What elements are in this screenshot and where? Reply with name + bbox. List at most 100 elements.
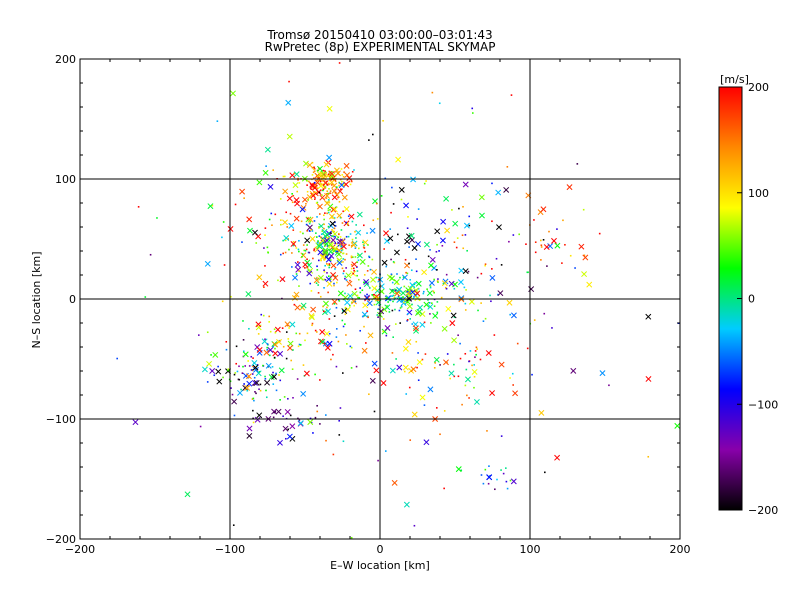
data-point-dot bbox=[322, 183, 324, 186]
data-point-dot bbox=[292, 349, 294, 351]
data-point-dot bbox=[366, 232, 368, 234]
data-point-dot bbox=[393, 290, 395, 292]
data-point-dot bbox=[329, 190, 332, 192]
data-point-dot bbox=[275, 389, 278, 392]
data-point-dot bbox=[289, 212, 292, 215]
data-point-dot bbox=[268, 218, 271, 221]
data-point-dot bbox=[342, 440, 345, 443]
data-point-x bbox=[292, 182, 299, 189]
data-point-dot bbox=[260, 313, 263, 316]
data-point-dot bbox=[525, 243, 527, 245]
data-point-x bbox=[330, 237, 337, 244]
data-point-dot bbox=[328, 332, 331, 335]
data-point-dot bbox=[271, 365, 274, 368]
data-point-dot bbox=[298, 239, 300, 242]
data-point-dot bbox=[430, 302, 433, 304]
data-point-x bbox=[506, 299, 513, 306]
data-point-dot bbox=[285, 437, 287, 440]
data-point-x bbox=[451, 337, 458, 344]
data-point-dot bbox=[496, 478, 498, 481]
data-point-dot bbox=[334, 225, 337, 227]
data-point-dot bbox=[234, 372, 237, 374]
data-point-dot bbox=[505, 467, 507, 469]
data-point-dot bbox=[210, 354, 212, 356]
data-point-dot bbox=[312, 171, 315, 174]
data-point-x bbox=[351, 298, 357, 305]
data-point-dot bbox=[339, 178, 342, 181]
data-point-dot bbox=[315, 232, 317, 234]
data-point-dot bbox=[306, 266, 308, 269]
data-point-dot bbox=[262, 364, 264, 367]
data-point-dot bbox=[471, 107, 474, 110]
data-point-dot bbox=[318, 244, 321, 246]
data-point-dot bbox=[386, 297, 388, 299]
data-point-dot bbox=[223, 264, 226, 266]
data-point-dot bbox=[511, 372, 514, 375]
data-point-dot bbox=[392, 261, 395, 263]
data-point-dot bbox=[301, 253, 304, 255]
data-point-x bbox=[393, 249, 400, 256]
data-point-dot bbox=[424, 353, 427, 355]
data-point-x bbox=[413, 327, 419, 334]
data-point-x bbox=[528, 286, 535, 293]
data-point-dot bbox=[227, 369, 229, 372]
data-point-dot bbox=[500, 264, 503, 266]
data-point-dot bbox=[363, 244, 365, 247]
data-point-dot bbox=[491, 268, 493, 270]
data-point-dot bbox=[284, 251, 287, 254]
data-point-x bbox=[265, 362, 272, 369]
data-point-dot bbox=[509, 377, 511, 379]
data-point-dot bbox=[291, 201, 294, 204]
data-point-dot bbox=[396, 273, 398, 275]
data-point-x bbox=[396, 286, 403, 293]
data-point-dot bbox=[323, 223, 325, 226]
data-point-dot bbox=[323, 242, 326, 245]
data-point-dot bbox=[282, 175, 285, 178]
data-point-dot bbox=[327, 173, 330, 176]
data-point-dot bbox=[250, 355, 253, 358]
data-point-dot bbox=[415, 258, 417, 260]
data-point-dot bbox=[341, 248, 344, 251]
data-point-dot bbox=[323, 227, 325, 230]
data-point-dot bbox=[302, 364, 305, 366]
data-point-x bbox=[363, 279, 370, 285]
data-point-dot bbox=[354, 256, 357, 258]
data-point-dot bbox=[349, 183, 352, 186]
data-point-dot bbox=[274, 347, 276, 350]
data-point-dot bbox=[551, 327, 553, 329]
data-point-dot bbox=[301, 255, 303, 258]
data-point-x bbox=[277, 350, 284, 357]
data-point-dot bbox=[494, 488, 496, 491]
data-point-x bbox=[324, 344, 331, 351]
data-point-dot bbox=[252, 384, 255, 386]
data-point-dot bbox=[474, 350, 477, 352]
data-point-x bbox=[410, 366, 417, 373]
data-point-x bbox=[462, 268, 469, 275]
data-point-x bbox=[346, 175, 353, 182]
data-point-dot bbox=[273, 328, 276, 331]
data-point-dot bbox=[309, 417, 312, 420]
data-point-dot bbox=[348, 180, 351, 183]
data-point-dot bbox=[335, 242, 338, 245]
data-point-dot bbox=[362, 241, 364, 244]
data-point-dot bbox=[286, 324, 289, 327]
data-point-dot bbox=[440, 296, 443, 299]
data-point-dot bbox=[217, 365, 219, 368]
data-point-dot bbox=[608, 384, 610, 387]
data-point-dot bbox=[356, 270, 359, 272]
data-point-dot bbox=[437, 281, 439, 284]
data-point-dot bbox=[334, 250, 337, 253]
data-point-dot bbox=[484, 263, 487, 265]
data-point-dot bbox=[540, 259, 542, 261]
data-point-dot bbox=[274, 331, 277, 334]
data-point-dot bbox=[248, 365, 251, 367]
data-point-x bbox=[231, 398, 238, 405]
data-point-x bbox=[244, 384, 251, 391]
data-point-dot bbox=[373, 303, 376, 306]
data-point-dot bbox=[409, 278, 412, 281]
data-point-x bbox=[343, 162, 350, 169]
data-point-dot bbox=[144, 296, 147, 298]
data-point-dot bbox=[506, 487, 509, 490]
data-point-x bbox=[570, 367, 577, 374]
